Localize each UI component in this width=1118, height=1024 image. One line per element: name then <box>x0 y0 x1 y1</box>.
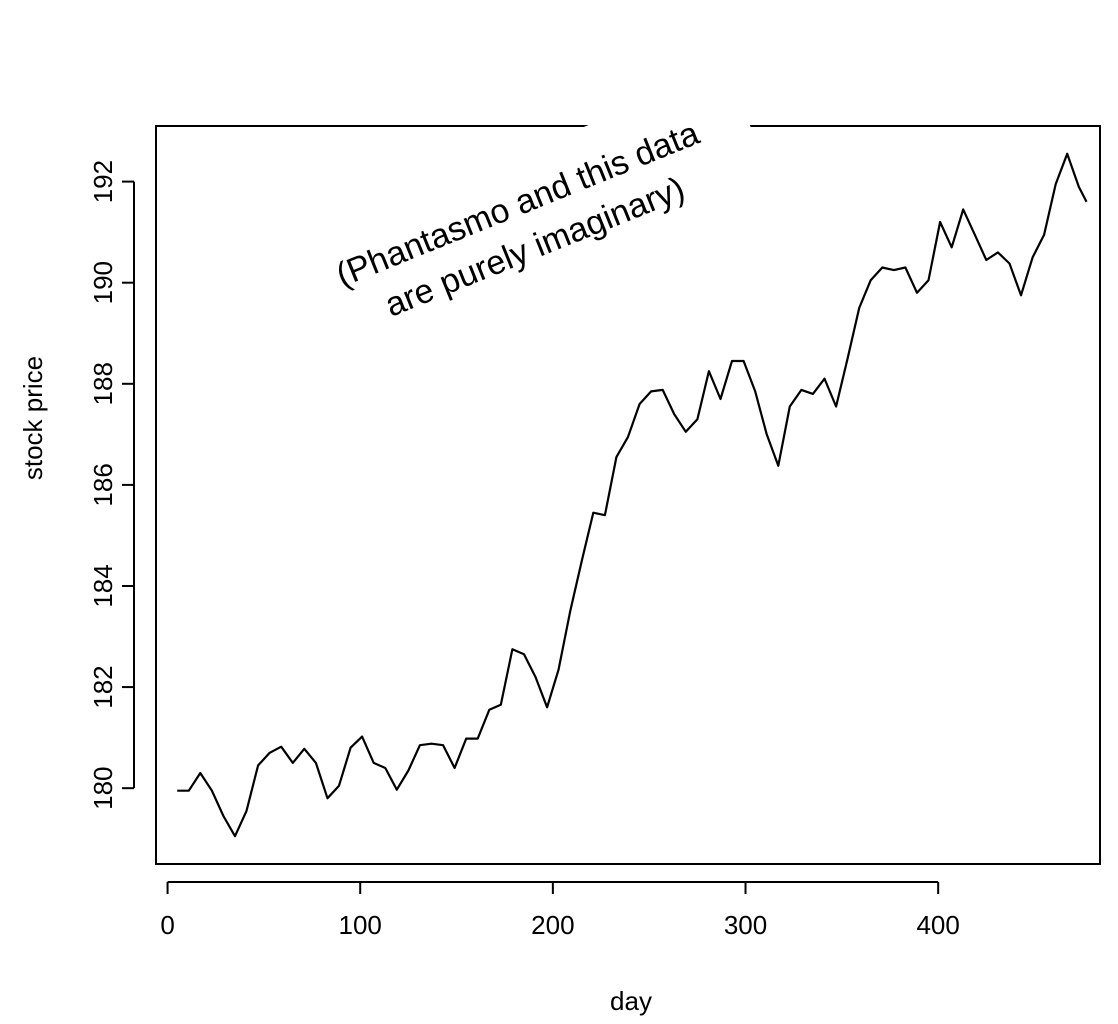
price-series-line <box>177 152 1088 838</box>
x-axis-title: day <box>610 986 652 1016</box>
x-tick-label: 100 <box>339 910 382 940</box>
y-tick-label: 184 <box>88 564 118 607</box>
annotation: (Phantasmo and this data are purely imag… <box>272 69 776 374</box>
y-tick-label: 192 <box>88 160 118 203</box>
x-tick-label: 400 <box>916 910 959 940</box>
y-tick-label: 180 <box>88 766 118 809</box>
annotation-background <box>272 69 776 374</box>
y-tick-label: 182 <box>88 665 118 708</box>
y-axis: 180 182 184 186 188 190 192 <box>88 160 135 810</box>
x-axis: 0 100 200 300 400 <box>160 881 960 940</box>
x-tick-label: 300 <box>724 910 767 940</box>
x-tick-label: 200 <box>531 910 574 940</box>
y-tick-label: 188 <box>88 362 118 405</box>
y-axis-title: stock price <box>18 356 48 480</box>
y-tick-label: 190 <box>88 261 118 304</box>
y-tick-label: 186 <box>88 463 118 506</box>
x-tick-label: 0 <box>160 910 174 940</box>
